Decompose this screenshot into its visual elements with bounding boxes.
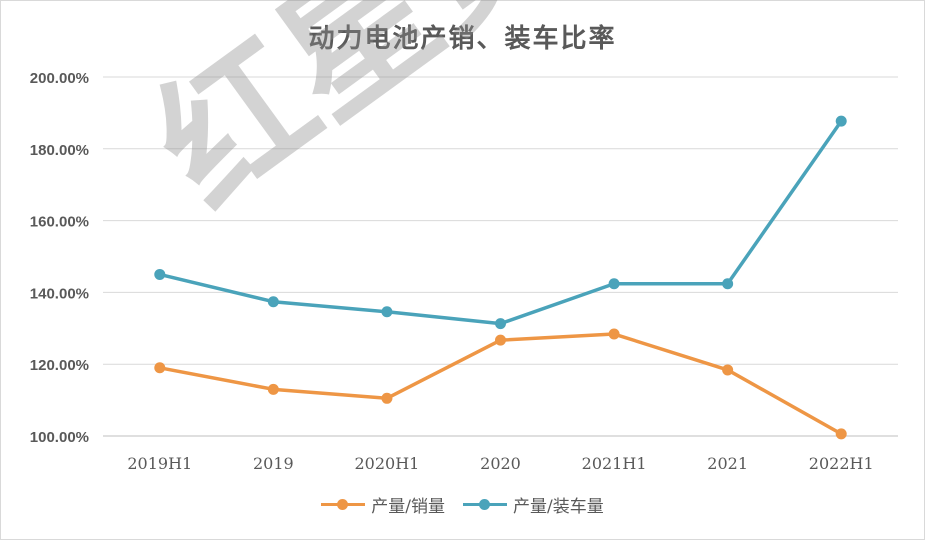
series-line-0 xyxy=(159,332,843,436)
legend-swatch-1 xyxy=(463,499,507,510)
data-point xyxy=(722,278,734,290)
legend-swatch-0 xyxy=(321,499,366,510)
chart-legend: 产量/销量 产量/装车量 xyxy=(0,492,925,517)
data-point xyxy=(495,334,506,346)
legend-item-0: 产量/销量 xyxy=(321,492,445,517)
x-tick-label: 2019H1 xyxy=(127,454,192,473)
y-tick-label: 180.00% xyxy=(30,142,89,159)
y-tick-label: 140.00% xyxy=(30,285,89,302)
data-point xyxy=(381,306,393,318)
x-tick-label: 2021 xyxy=(707,454,748,473)
x-tick-label: 2019 xyxy=(253,454,294,473)
legend-label-0: 产量/销量 xyxy=(371,497,445,517)
chart-title: 动力电池产销、装车比率 xyxy=(308,24,617,54)
y-tick-label: 100.00% xyxy=(30,429,89,446)
data-point xyxy=(267,296,279,308)
data-point xyxy=(267,383,279,395)
y-tick-label: 120.00% xyxy=(30,357,89,374)
data-point xyxy=(608,328,620,340)
data-point xyxy=(154,268,166,280)
legend-marker-1 xyxy=(479,499,490,510)
legend-label-1: 产量/装车量 xyxy=(513,497,604,517)
x-tick-label: 2021H1 xyxy=(582,454,647,473)
data-point xyxy=(381,392,393,404)
data-point xyxy=(835,115,847,127)
data-point xyxy=(722,364,734,376)
y-tick-label: 200.00% xyxy=(30,70,89,87)
x-tick-label: 2020 xyxy=(480,454,521,473)
legend-item-1: 产量/装车量 xyxy=(463,492,604,517)
legend-marker-0 xyxy=(337,499,349,510)
series-line-1 xyxy=(159,120,843,326)
data-point xyxy=(835,428,847,440)
y-tick-label: 160.00% xyxy=(30,214,89,231)
x-tick-label: 2020H1 xyxy=(354,454,419,473)
x-tick-label: 2022H1 xyxy=(809,454,874,473)
data-point xyxy=(154,362,166,374)
data-point xyxy=(495,318,506,330)
data-point xyxy=(608,278,620,290)
